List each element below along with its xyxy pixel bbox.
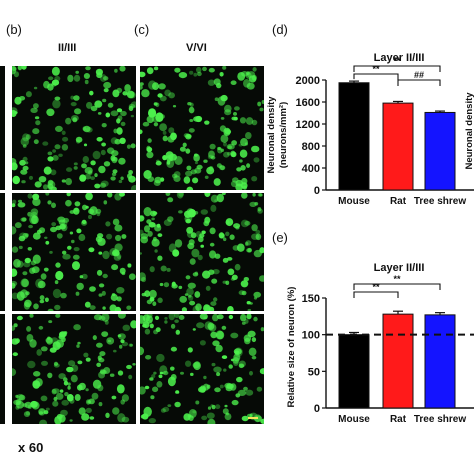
micrograph-layer-5-6-tree-shrew: [140, 314, 264, 424]
micrograph-cells: [12, 193, 136, 311]
y-tick-label: 50: [308, 366, 320, 378]
chart-d: Layer II/III 0 400 800 1200 1600 2000 Neuronal …: [266, 52, 474, 207]
x-tick-label: Rat: [390, 196, 407, 207]
adjacent-chart-y-label: Neuronal density: [464, 92, 474, 170]
x-tick-label: Tree shrew: [414, 414, 466, 425]
x-tick-label: Mouse: [338, 196, 370, 207]
y-tick-label: 2000: [296, 75, 320, 87]
significance-bracket: [353, 291, 399, 298]
y-axis-label: Relative size of neuron (%): [286, 287, 297, 408]
chart-title: Layer II/III: [374, 52, 425, 64]
y-tick-label: 0: [314, 185, 320, 197]
chart-e: Layer II/III 0 50 100 150 Relative size of ne…: [286, 262, 474, 425]
micrograph-cells: [140, 66, 264, 190]
chart-title: Layer II/III: [374, 262, 425, 274]
significance-bracket: [353, 283, 441, 290]
significance-label: **: [393, 274, 401, 284]
bar-rat: [382, 313, 414, 409]
significance-label: **: [372, 282, 380, 292]
bar-tree-shrew: [424, 314, 456, 409]
panel-label-b: (b): [6, 22, 22, 37]
magnification-label: x 60: [18, 440, 44, 455]
y-tick-label: 1600: [296, 97, 320, 109]
significance-bracket: [397, 79, 441, 86]
micrograph-layer-2-3-rat: [12, 193, 136, 311]
micrograph-partial-row-3: [0, 314, 5, 424]
bar-rat: [382, 102, 414, 191]
significance-bracket: [353, 65, 441, 72]
bar-mouse: [338, 334, 370, 409]
bar-mouse: [338, 82, 370, 191]
micrograph-cells: [12, 314, 136, 424]
y-tick-label: 1200: [296, 119, 320, 131]
micrograph-layer-5-6-mouse: [140, 66, 264, 190]
bar-tree-shrew: [424, 111, 456, 191]
y-tick-label: 800: [302, 141, 320, 153]
column-title-layer-5-6: V/VI: [186, 42, 207, 54]
x-tick-label: Mouse: [338, 414, 370, 425]
y-axis-label-line-1: Neuronal density: [266, 96, 277, 174]
significance-bracket: [353, 73, 399, 80]
micrograph-cells: [12, 66, 136, 190]
micrograph-cells: [140, 314, 264, 424]
panel-label-c: (c): [134, 22, 150, 37]
y-tick-label: 100: [302, 330, 320, 342]
scale-bar: [248, 417, 258, 419]
micrograph-layer-5-6-rat: [140, 193, 264, 311]
significance-label: **: [372, 64, 380, 74]
micrograph-partial-row-1: [0, 66, 5, 190]
micrograph-layer-2-3-tree-shrew: [12, 314, 136, 424]
significance-label: **: [393, 56, 401, 66]
x-tick-label: Tree shrew: [414, 196, 466, 207]
micrograph-layer-2-3-mouse: [12, 66, 136, 190]
micrograph-partial-row-2: [0, 193, 5, 311]
y-axis-label-line-2: (neurons/mm²): [278, 102, 289, 169]
panel-label-e: (e): [272, 230, 288, 245]
y-tick-label: 0: [314, 403, 320, 415]
panel-label-d: (d): [272, 22, 288, 37]
y-tick-label: 400: [302, 163, 320, 175]
column-title-layer-2-3: II/III: [58, 42, 77, 54]
x-tick-label: Rat: [390, 414, 407, 425]
significance-label: ##: [414, 70, 424, 80]
y-tick-label: 150: [302, 293, 320, 305]
micrograph-cells: [140, 193, 264, 311]
